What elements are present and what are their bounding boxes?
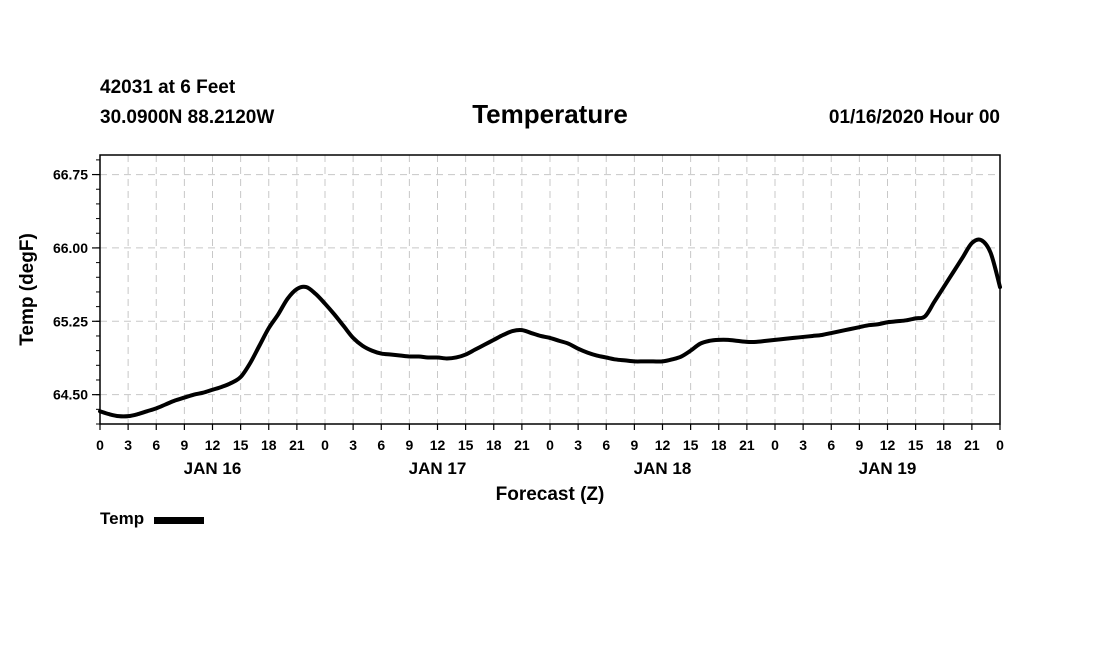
x-tick-label: 3	[574, 437, 582, 453]
x-tick-label: 9	[405, 437, 413, 453]
x-axis-label: Forecast (Z)	[496, 484, 605, 505]
y-tick-label: 65.25	[53, 313, 88, 329]
series-line-temp	[98, 237, 1002, 419]
series-layer	[98, 237, 1002, 419]
x-tick-label: 0	[996, 437, 1004, 453]
x-tick-label: 9	[180, 437, 188, 453]
y-tick-label: 66.75	[53, 167, 88, 183]
x-tick-label: 3	[799, 437, 807, 453]
issued-time-label: 01/16/2020 Hour 00	[828, 107, 1000, 128]
x-tick-label: 18	[936, 437, 952, 453]
y-tick-label: 66.00	[53, 240, 88, 256]
x-tick-label: 0	[96, 437, 104, 453]
x-day-label: JAN 19	[859, 459, 917, 478]
grid-lines	[100, 155, 1000, 424]
x-tick-label: 21	[964, 437, 980, 453]
x-day-label: JAN 16	[184, 459, 242, 478]
x-tick-label: 0	[546, 437, 554, 453]
x-tick-label: 15	[458, 437, 474, 453]
x-tick-label: 3	[349, 437, 357, 453]
x-tick-label: 12	[205, 437, 221, 453]
legend-label-temp: Temp	[100, 509, 145, 528]
x-tick-label: 12	[430, 437, 446, 453]
x-tick-label: 12	[880, 437, 896, 453]
y-tick-label: 64.50	[53, 387, 88, 403]
x-tick-label: 21	[289, 437, 305, 453]
legend: Temp	[100, 509, 205, 529]
x-tick-label: 12	[655, 437, 671, 453]
x-tick-label: 18	[711, 437, 727, 453]
station-label: 42031 at 6 Feet	[100, 77, 236, 98]
y-axis-label: Temp (degF)	[17, 233, 38, 346]
plot-frame	[99, 154, 1001, 425]
x-tick-label: 6	[377, 437, 385, 453]
coordinates-label: 30.0900N 88.2120W	[100, 107, 275, 128]
x-day-label: JAN 18	[634, 459, 692, 478]
x-tick-label: 9	[855, 437, 863, 453]
x-tick-label: 21	[514, 437, 530, 453]
x-tick-label: 18	[486, 437, 502, 453]
x-tick-label: 9	[630, 437, 638, 453]
x-tick-label: 6	[152, 437, 160, 453]
x-axis-ticks: 0 3 6 9 12 15 18 21 0 3 6 9 12 15 18 21 0 3 6 9 12 15 18 21 0 3 6 9…	[96, 424, 1004, 478]
x-day-label: JAN 17	[409, 459, 467, 478]
x-tick-label: 0	[771, 437, 779, 453]
legend-swatch-temp	[154, 517, 205, 524]
x-tick-label: 6	[602, 437, 610, 453]
x-tick-label: 15	[908, 437, 924, 453]
x-tick-label: 21	[739, 437, 755, 453]
y-axis-ticks: 64.50 65.25 66.00 66.75	[53, 159, 100, 425]
x-tick-label: 15	[233, 437, 249, 453]
chart-title: Temperature	[472, 99, 628, 129]
x-tick-label: 6	[827, 437, 835, 453]
x-tick-label: 0	[321, 437, 329, 453]
x-tick-label: 15	[683, 437, 699, 453]
x-tick-label: 3	[124, 437, 132, 453]
x-tick-label: 18	[261, 437, 277, 453]
